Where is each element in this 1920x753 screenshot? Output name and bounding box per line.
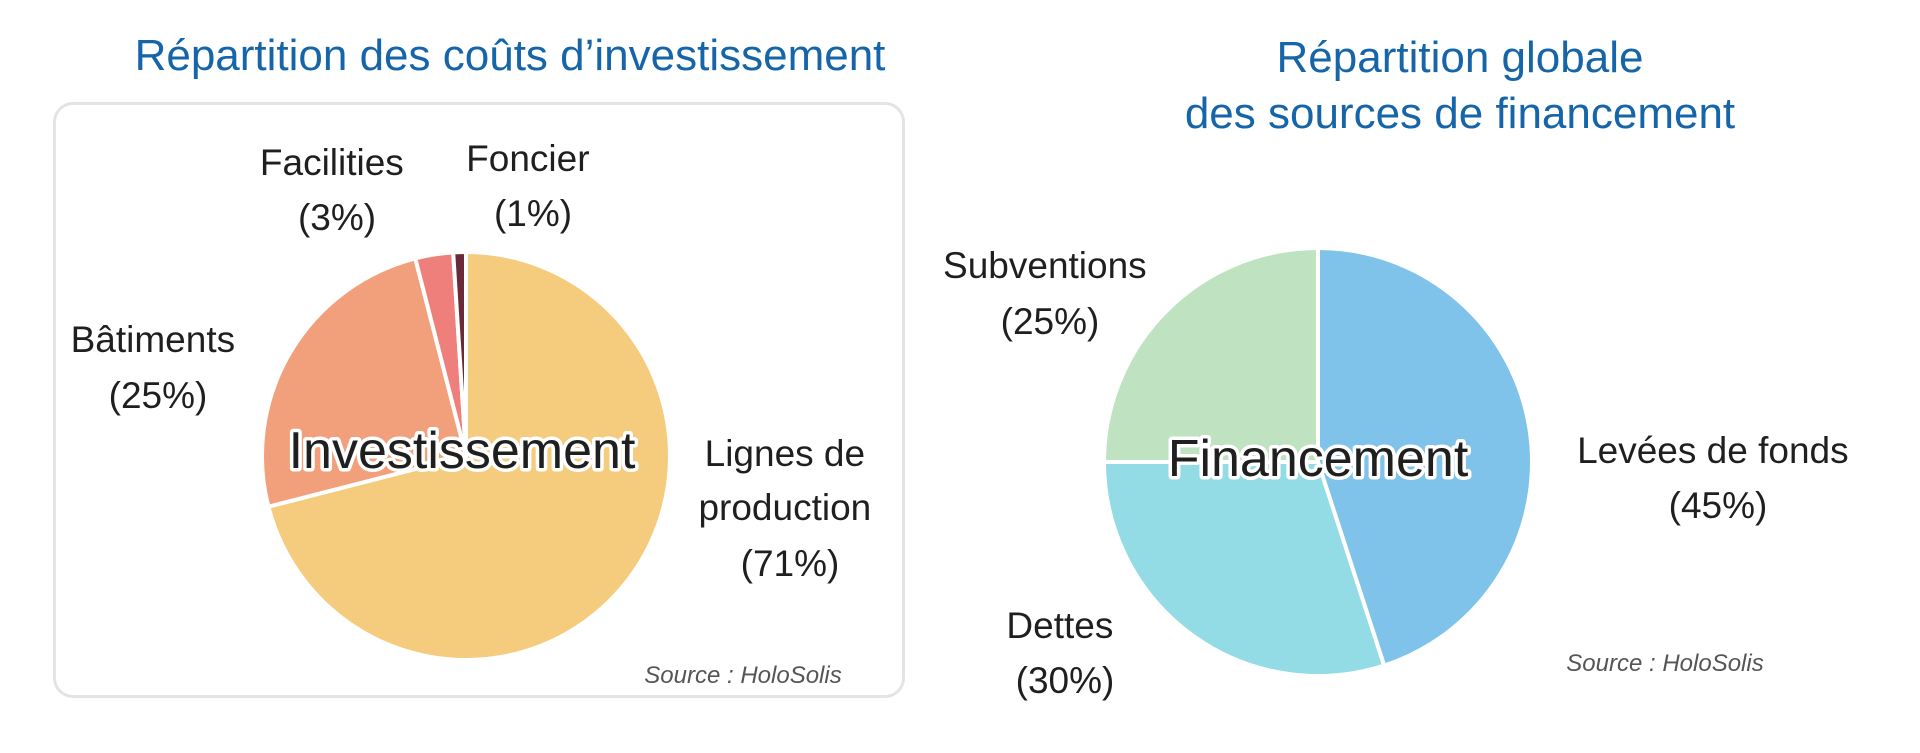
slice-label-line: production	[698, 487, 871, 528]
chart-title-investment: Répartition des coûts d’investissement	[134, 31, 886, 80]
slice-label-lignes-de-production: Lignes de production (71%)	[698, 433, 881, 584]
financing-pie	[1102, 246, 1534, 678]
source-note-investment: Source : HoloSolis	[644, 662, 841, 689]
slice-label-line: Levées de fonds	[1577, 430, 1849, 471]
slice-label-foncier: Foncier (1%)	[466, 138, 600, 234]
pie-slice-dettes	[1102, 460, 1387, 678]
pie-slice-lignes-de-production	[266, 250, 672, 662]
chart-title-financing: Répartition globale des sources de finan…	[1040, 30, 1880, 142]
pie-slice-levees-de-fonds	[1316, 246, 1534, 668]
source-note-financing: Source : HoloSolis	[1566, 650, 1763, 677]
slice-label-value: (3%)	[298, 197, 376, 238]
pie-slice-batiments	[260, 256, 468, 509]
slice-label-value: (25%)	[1001, 301, 1100, 342]
investment-chart-panel	[53, 102, 905, 698]
slice-label-line: Facilities	[260, 142, 404, 183]
slice-label-facilities: Facilities (3%)	[260, 142, 414, 238]
slice-label-value: (45%)	[1669, 485, 1768, 526]
pie-slice-foncier	[451, 250, 468, 458]
slice-label-batiments: Bâtiments (25%)	[71, 319, 246, 416]
slice-label-subventions: Subventions (25%)	[943, 245, 1157, 342]
slice-label-line: Foncier	[466, 138, 589, 179]
investment-pie	[260, 250, 672, 662]
slice-label-value: (30%)	[1016, 660, 1115, 701]
pie-slice-subventions	[1102, 246, 1320, 464]
chart-title-financing-line-1: Répartition globale	[1276, 33, 1644, 82]
slice-label-line: Dettes	[1006, 605, 1113, 646]
slice-label-line: Subventions	[943, 245, 1147, 286]
slice-label-line: Bâtiments	[71, 319, 236, 360]
pie-center-label-investissement: Investissement	[289, 422, 636, 480]
slice-label-value: (25%)	[109, 375, 208, 416]
slice-label-dettes: Dettes (30%)	[1006, 605, 1123, 701]
pie-center-label-financement: Financement	[1168, 430, 1469, 488]
slice-label-levees-de-fonds: Levées de fonds (45%)	[1577, 430, 1859, 526]
slice-label-value: (1%)	[494, 193, 572, 234]
slice-label-line: Lignes de	[705, 433, 865, 474]
chart-title-financing-line-2: des sources de financement	[1184, 89, 1736, 138]
slice-label-value: (71%)	[741, 543, 840, 584]
